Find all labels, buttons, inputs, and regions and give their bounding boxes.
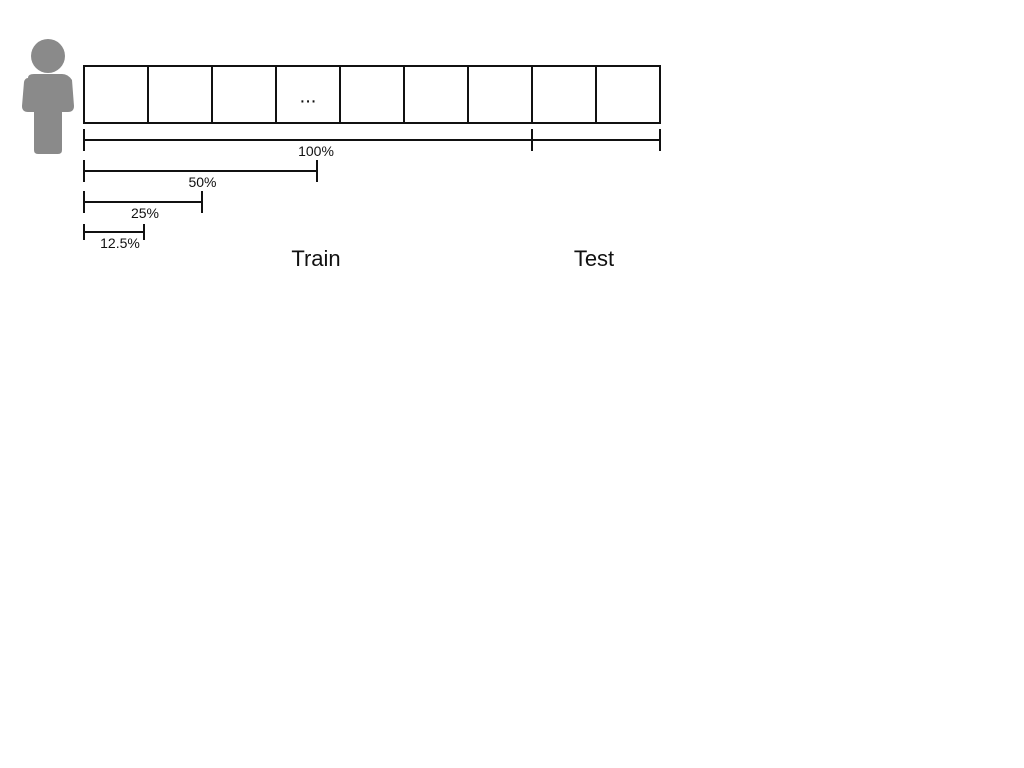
test-range-bracket xyxy=(531,129,661,151)
test-bracket xyxy=(531,129,661,151)
fraction-label: 50% xyxy=(188,174,216,190)
sequence-cell xyxy=(211,65,277,124)
test-label: Test xyxy=(574,246,614,271)
sequence-cell xyxy=(403,65,469,124)
train-fraction-brackets: 100% 50% 25% 12.5% xyxy=(83,129,533,251)
fraction-label: 100% xyxy=(298,143,334,159)
sequence-cell xyxy=(147,65,213,124)
train-label: Train xyxy=(291,246,340,271)
user-icon xyxy=(22,39,74,154)
fraction-label: 25% xyxy=(131,205,159,221)
sequence-cell xyxy=(339,65,405,124)
sequence-cell xyxy=(595,65,661,124)
ellipsis-label: ... xyxy=(300,86,317,108)
fraction-bracket xyxy=(83,191,203,213)
sequence-cell xyxy=(467,65,533,124)
sequence-cells: ... xyxy=(83,65,661,124)
sequence-cell xyxy=(275,65,341,124)
fraction-bracket xyxy=(83,224,145,240)
fraction-label: 12.5% xyxy=(100,235,140,251)
sequence-cell xyxy=(531,65,597,124)
fraction-bracket xyxy=(83,160,318,182)
fraction-bracket xyxy=(83,129,533,151)
sequence-cell xyxy=(83,65,149,124)
